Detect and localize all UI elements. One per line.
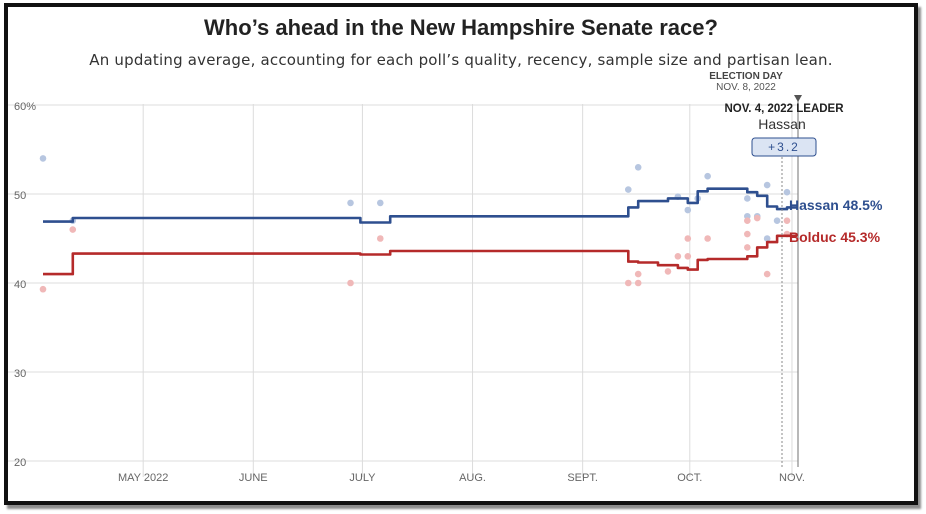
x-tick-label: AUG. <box>459 472 486 484</box>
leader-name: Hassan <box>758 116 805 132</box>
poll-dot-hassan <box>39 155 47 162</box>
leader-margin-value: +3.2 <box>768 140 800 154</box>
election-day-date: NOV. 8, 2022 <box>716 82 776 93</box>
poll-dot-bolduc <box>634 270 642 278</box>
poll-dot-bolduc <box>753 214 761 222</box>
x-tick-label: JULY <box>349 472 376 484</box>
chart-title: Who’s ahead in the New Hampshire Senate … <box>204 15 718 40</box>
poll-dot-bolduc <box>39 285 47 293</box>
poll-dot-hassan <box>763 181 771 189</box>
y-tick-label: 60% <box>14 101 36 113</box>
x-tick-label: NOV. <box>779 472 805 484</box>
election-day-label: ELECTION DAY <box>709 71 783 82</box>
x-tick-label: SEPT. <box>567 472 598 484</box>
poll-dot-bolduc <box>674 253 682 260</box>
poll-dot-hassan <box>347 199 354 207</box>
poll-dot-hassan <box>783 188 791 196</box>
poll-dot-bolduc <box>704 235 711 242</box>
series-label-bolduc: Bolduc 45.3% <box>789 229 881 245</box>
poll-dot-hassan <box>624 186 632 193</box>
poll-dot-hassan <box>744 195 751 202</box>
poll-dot-bolduc <box>744 244 751 251</box>
poll-dot-hassan <box>634 164 642 171</box>
y-tick-label: 50 <box>14 190 26 202</box>
poll-dot-bolduc <box>744 217 751 224</box>
poll-dot-hassan <box>376 199 384 207</box>
series-label-hassan: Hassan 48.5% <box>789 197 883 213</box>
chart-subtitle: An updating average, accounting for each… <box>89 51 833 69</box>
poll-dot-bolduc <box>376 235 384 242</box>
leader-label: NOV. 4, 2022 LEADER <box>724 103 844 115</box>
poll-dot-hassan <box>763 235 771 242</box>
y-tick-label: 30 <box>14 368 26 380</box>
poll-dot-bolduc <box>634 279 642 287</box>
series-line-hassan <box>43 187 797 224</box>
poll-dot-bolduc <box>783 217 791 224</box>
x-tick-label: MAY 2022 <box>118 472 168 484</box>
y-tick-label: 20 <box>14 457 26 469</box>
poll-dot-bolduc <box>624 279 632 287</box>
series-line-bolduc <box>43 234 797 276</box>
chart-frame: Who’s ahead in the New Hampshire Senate … <box>4 3 918 505</box>
x-tick-label: JUNE <box>239 472 268 484</box>
poll-dot-bolduc <box>347 279 354 287</box>
chart-plot: 20 30 40 50 60% MAY 2022 JUNE JULY AUG. SEPT. OCT.… <box>8 71 883 484</box>
poll-dot-bolduc <box>69 226 77 233</box>
poll-dot-bolduc <box>684 235 692 242</box>
poll-dot-bolduc <box>763 270 771 278</box>
leader-margin-box <box>751 137 817 157</box>
poll-dot-hassan <box>773 217 781 224</box>
x-tick-label: OCT. <box>677 472 702 484</box>
poll-dot-hassan <box>684 206 692 214</box>
poll-dot-hassan <box>704 172 711 180</box>
poll-dot-bolduc <box>744 230 751 238</box>
election-day-marker <box>794 95 802 102</box>
poll-dot-bolduc <box>664 268 672 275</box>
poll-dot-bolduc <box>684 253 692 260</box>
y-tick-label: 40 <box>14 279 26 291</box>
